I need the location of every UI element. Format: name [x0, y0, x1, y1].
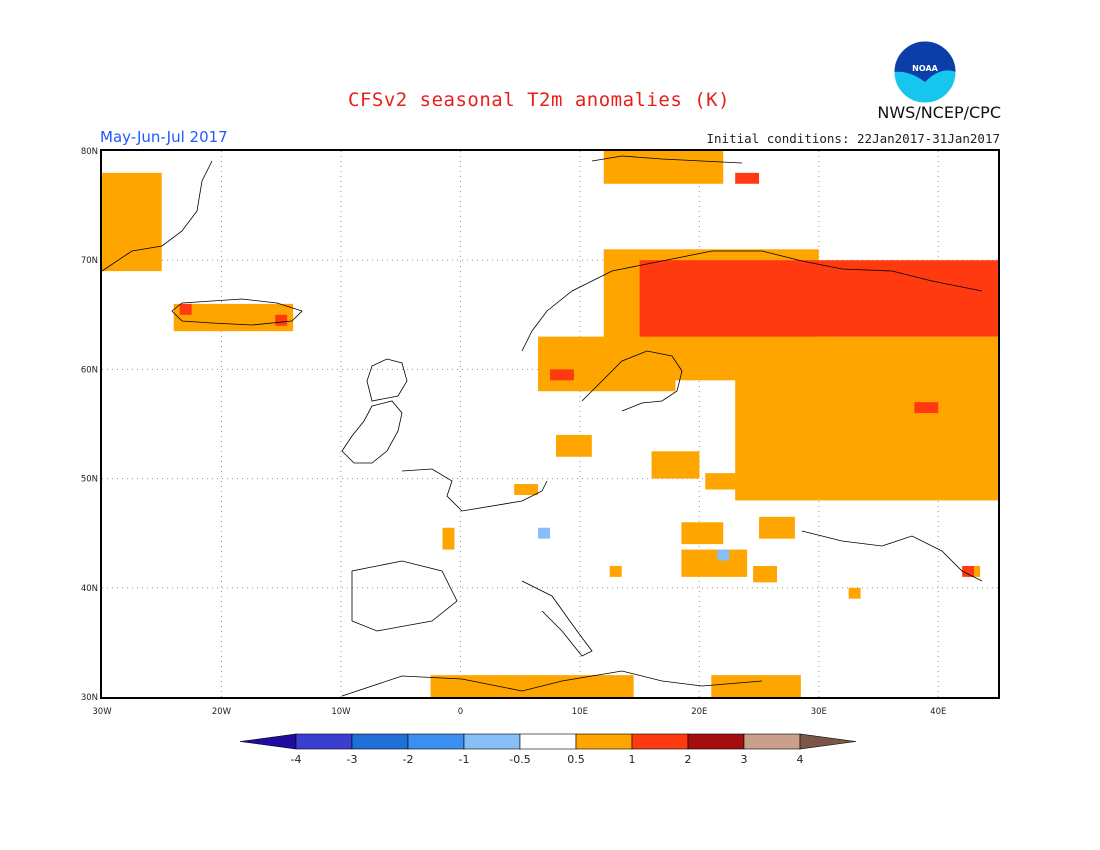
anomaly-region — [705, 473, 748, 490]
lon-tick-label: 20E — [691, 707, 707, 717]
lon-tick-label: 40E — [930, 707, 946, 717]
anomaly-region — [179, 303, 192, 315]
anomaly-region — [651, 451, 700, 479]
noaa-logo-graphic — [893, 40, 957, 104]
coastlines — [102, 155, 983, 697]
colorbar-label: 2 — [685, 753, 692, 766]
lon-tick-label: 30W — [92, 707, 112, 717]
forecast-period: May-Jun-Jul 2017 — [100, 128, 228, 146]
anomaly-region — [442, 527, 455, 550]
colorbar-box — [519, 733, 577, 750]
anomaly-layer — [102, 151, 998, 697]
anomaly-region — [173, 303, 294, 332]
colorbar-label: -4 — [291, 753, 302, 766]
colorbar-low-triangle — [239, 733, 297, 750]
colorbar-high-triangle — [799, 733, 857, 750]
anomaly-region — [848, 587, 861, 599]
colorbar-label: -3 — [347, 753, 358, 766]
lat-tick-label: 50N — [81, 475, 98, 485]
colorbar-label: -0.5 — [509, 753, 530, 766]
colorbar-label: 1 — [629, 753, 636, 766]
lon-tick-label: 10E — [572, 707, 588, 717]
colorbar-box — [575, 733, 633, 750]
lat-tick-label: 70N — [81, 256, 98, 266]
anomaly-region — [914, 402, 939, 414]
anomaly-region — [759, 516, 795, 539]
lat-tick-label: 30N — [81, 693, 98, 703]
colorbar-box — [463, 733, 521, 750]
lat-tick-label: 60N — [81, 365, 98, 375]
colorbar-label: -2 — [403, 753, 414, 766]
anomaly-region — [275, 314, 288, 326]
anomaly-region — [717, 549, 730, 561]
anomaly-region — [609, 565, 622, 577]
anomaly-region — [735, 336, 998, 501]
anomaly-region — [711, 675, 801, 697]
lat-tick-label: 40N — [81, 584, 98, 594]
map-panel — [100, 149, 1000, 699]
agency-name: NWS/NCEP/CPC — [877, 103, 1001, 122]
anomaly-region — [538, 527, 550, 539]
lon-tick-label: 20W — [212, 707, 232, 717]
colorbar-label: 0.5 — [567, 753, 585, 766]
anomaly-region — [639, 260, 998, 337]
anomaly-map — [102, 151, 998, 697]
colorbar-label: 3 — [741, 753, 748, 766]
anomaly-region — [555, 434, 592, 457]
colorbar-box — [295, 733, 353, 750]
anomaly-region — [753, 565, 777, 583]
colorbar-box — [631, 733, 689, 750]
noaa-logo-text: NOAA — [912, 64, 938, 73]
map-grid — [102, 151, 998, 697]
colorbar-labels: -4 -3 -2 -1 -0.5 0.5 1 2 3 4 — [291, 753, 804, 766]
colorbar-box — [407, 733, 465, 750]
anomaly-region — [550, 369, 574, 381]
colorbar-box — [687, 733, 745, 750]
initial-conditions: Initial conditions: 22Jan2017-31Jan2017 — [706, 131, 1001, 146]
anomaly-region — [102, 172, 162, 272]
colorbar-box — [743, 733, 801, 750]
longitude-labels: 30W 20W 10W 0 10E 20E 30E 40E — [92, 707, 946, 717]
lon-tick-label: 10W — [331, 707, 351, 717]
colorbar-label: -1 — [459, 753, 470, 766]
anomaly-region — [968, 565, 981, 577]
lon-tick-label: 0 — [458, 707, 463, 717]
anomaly-region — [962, 565, 975, 577]
anomaly-region — [430, 675, 634, 697]
chart-title: CFSv2 seasonal T2m anomalies (K) — [348, 89, 731, 111]
anomaly-region — [735, 172, 760, 184]
colorbar-label: 4 — [797, 753, 804, 766]
colorbar-boxes — [239, 733, 857, 750]
colorbar-box — [351, 733, 409, 750]
anomaly-region — [681, 522, 724, 545]
lon-tick-label: 30E — [811, 707, 827, 717]
anomaly-region — [514, 484, 539, 495]
noaa-logo-icon: NOAA — [893, 40, 957, 104]
anomaly-region — [681, 549, 748, 577]
lat-tick-label: 80N — [81, 147, 98, 157]
latitude-labels: 30N 40N 50N 60N 70N 80N — [81, 147, 98, 703]
